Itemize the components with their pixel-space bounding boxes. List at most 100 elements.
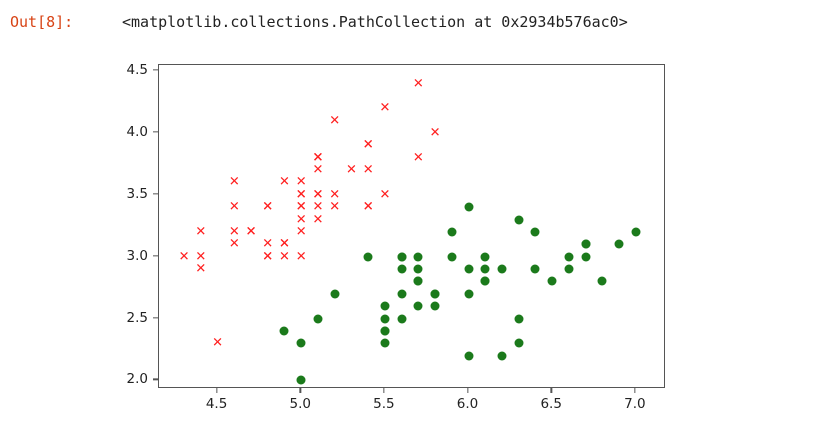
x-tick-label: 4.5 [205,396,228,412]
y-tick-label: 4.0 [126,124,148,140]
x-tick-label: 6.5 [540,396,562,412]
data-point-class-0 [261,201,274,214]
data-point-class-0 [295,188,308,201]
data-point-class-0 [311,188,324,201]
data-point-class-0 [295,201,308,214]
data-point-class-0 [228,176,241,189]
data-point-class-1 [413,252,423,262]
data-point-class-1 [497,264,507,274]
output-prompt-label: Out[8]: [10,13,74,31]
data-point-class-0 [311,213,324,226]
data-point-class-0 [295,201,308,214]
data-point-class-1 [279,326,289,336]
data-point-class-1 [413,301,423,311]
data-point-class-0 [295,213,308,226]
data-point-class-0 [245,225,258,238]
data-point-class-0 [245,225,258,238]
data-point-class-1 [397,252,407,262]
data-point-class-0 [378,188,391,201]
plot-data-area [159,65,664,387]
data-point-class-1 [380,338,390,348]
data-point-class-0 [311,201,324,214]
data-point-class-1 [330,289,340,299]
data-point-class-1 [296,375,306,385]
data-point-class-0 [194,250,207,263]
data-point-class-1 [530,264,540,274]
data-point-class-0 [328,114,341,127]
data-point-class-0 [295,250,308,263]
data-point-class-0 [211,337,224,350]
data-point-class-1 [597,276,607,286]
data-point-class-0 [362,164,375,177]
data-point-class-1 [413,264,423,274]
y-tick [153,255,158,257]
notebook-output-row: Out[8]: <matplotlib.collections.PathColl… [0,0,818,46]
data-point-class-1 [614,239,624,249]
y-tick-label: 2.5 [126,309,148,326]
data-point-class-0 [328,188,341,201]
data-point-class-1 [514,314,524,323]
data-point-class-1 [631,227,641,237]
data-point-class-1 [380,314,390,323]
data-point-class-1 [397,314,407,323]
output-repr-text: <matplotlib.collections.PathCollection a… [122,13,628,31]
data-point-class-1 [397,264,407,274]
data-point-class-0 [228,201,241,214]
data-point-class-0 [378,102,391,115]
data-point-class-0 [278,176,291,189]
y-tick-label: 3.5 [126,185,148,202]
x-tick-label: 5.0 [289,396,311,412]
data-point-class-0 [362,201,375,214]
data-point-class-1 [447,252,457,262]
x-tick [550,388,552,393]
data-point-class-1 [447,227,457,237]
data-point-class-1 [547,276,557,286]
y-tick-label: 4.5 [126,62,148,79]
data-point-class-0 [362,201,375,214]
data-point-class-1 [530,227,540,237]
data-point-class-1 [430,301,440,311]
data-point-class-0 [261,250,274,263]
x-tick [299,388,301,393]
y-tick-label: 3.0 [126,247,148,264]
data-point-class-0 [345,164,358,177]
data-point-class-0 [278,238,291,251]
data-point-class-0 [261,201,274,214]
x-tick-label: 7.0 [624,396,646,412]
data-point-class-1 [413,276,423,286]
x-tick [215,388,218,393]
data-point-class-0 [362,139,375,152]
data-point-class-1 [581,239,591,249]
x-tick-label: 6.0 [456,396,479,412]
y-tick [153,131,158,133]
data-point-class-1 [497,351,507,361]
data-point-class-0 [194,225,207,238]
x-tick-label: 5.5 [373,396,395,412]
y-tick-label: 2.0 [126,371,148,388]
y-tick [153,193,158,195]
data-point-class-1 [313,314,323,323]
data-point-class-0 [311,164,324,177]
data-point-class-1 [363,252,373,262]
y-tick [153,69,158,71]
data-point-class-1 [464,202,474,212]
data-point-class-1 [430,289,440,299]
data-point-class-1 [564,252,574,262]
data-point-class-0 [311,151,324,164]
data-point-class-0 [228,225,241,238]
data-point-class-0 [295,188,308,201]
data-point-class-1 [581,252,591,262]
x-tick [634,388,636,393]
data-point-class-0 [311,188,324,201]
data-point-class-0 [412,151,425,164]
data-point-class-1 [413,276,423,286]
data-point-class-1 [564,264,574,274]
data-point-class-0 [328,201,341,214]
data-point-class-1 [480,276,490,286]
data-point-class-1 [480,252,490,262]
data-point-class-0 [278,250,291,263]
data-point-class-0 [362,139,375,152]
data-point-class-0 [261,238,274,251]
data-point-class-0 [228,238,241,251]
data-point-class-1 [480,264,490,274]
